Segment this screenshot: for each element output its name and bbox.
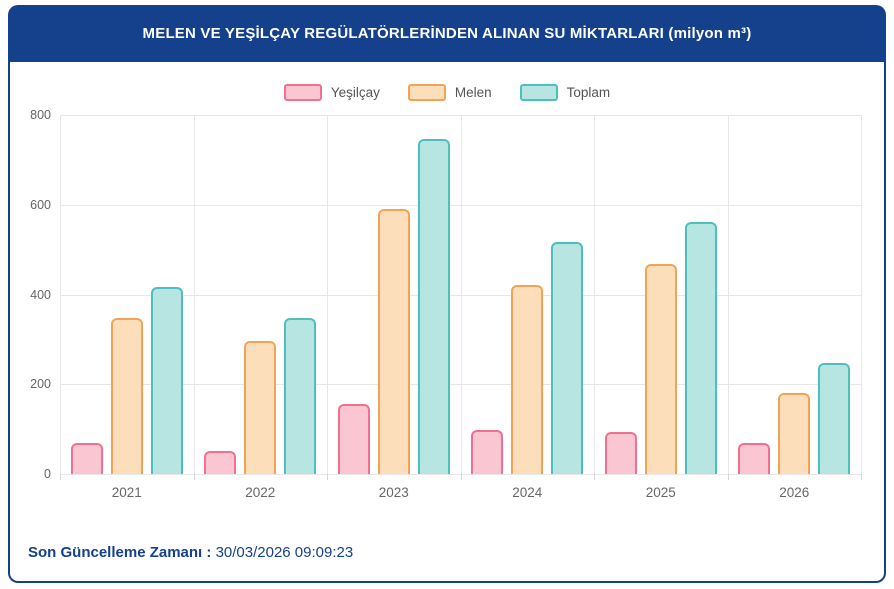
bar-yeşilçay-2021[interactable] (70, 443, 103, 474)
x-axis-label-2024: 2024 (512, 485, 543, 500)
x-axis-label-2023: 2023 (378, 485, 409, 500)
card-header: MELEN VE YEŞİLÇAY REGÜLATÖRLERİNDEN ALIN… (8, 5, 886, 62)
bar-toplam-2025[interactable] (684, 222, 717, 474)
chart-legend: Yeşilçay Melen Toplam (10, 84, 884, 101)
bar-toplam-2022[interactable] (284, 318, 317, 474)
gridline-v-4 (594, 115, 595, 474)
legend-swatch-yesilcay (283, 84, 322, 101)
x-axis-label-2026: 2026 (779, 485, 810, 500)
legend-swatch-toplam (519, 84, 558, 101)
bar-toplam-2023[interactable] (417, 139, 450, 474)
gridline-v-1 (193, 115, 195, 474)
last-update-text: Son Güncelleme Zamanı : 30/03/2026 09:09… (28, 544, 353, 561)
y-axis-label-600: 600 (30, 197, 51, 212)
bar-yeşilçay-2024[interactable] (471, 430, 504, 474)
gridline-v-3 (460, 115, 462, 474)
bar-melen-2022[interactable] (244, 341, 277, 474)
x-axis-tick-5 (727, 474, 729, 480)
bar-melen-2021[interactable] (110, 318, 143, 474)
x-axis-label-2021: 2021 (111, 485, 142, 500)
x-axis-tick-4 (594, 474, 595, 480)
y-axis-label-800: 800 (30, 108, 51, 122)
legend-swatch-melen (407, 84, 446, 101)
bar-melen-2024[interactable] (511, 285, 544, 474)
y-axis-label-200: 200 (30, 377, 51, 392)
last-update-value: 30/03/2026 09:09:23 (215, 544, 354, 561)
gridline-v-2 (327, 115, 328, 474)
card-body: Yeşilçay Melen Toplam 0 200 400 600 800 2021 2… (8, 62, 886, 583)
bar-melen-2023[interactable] (377, 209, 410, 474)
x-axis-label-2025: 2025 (645, 485, 676, 500)
bar-toplam-2021[interactable] (150, 287, 183, 474)
bar-yeşilçay-2026[interactable] (738, 443, 771, 474)
gridline-v-6 (861, 115, 862, 474)
legend-label-melen: Melen (454, 85, 492, 100)
legend-item-melen[interactable]: Melen (407, 84, 492, 101)
x-axis-tick-3 (460, 474, 462, 480)
bar-toplam-2026[interactable] (818, 363, 851, 474)
chart-title: MELEN VE YEŞİLÇAY REGÜLATÖRLERİNDEN ALIN… (142, 25, 752, 42)
bar-yeşilçay-2023[interactable] (337, 404, 370, 474)
bar-yeşilçay-2022[interactable] (204, 451, 237, 474)
legend-label-yesilcay: Yeşilçay (330, 85, 380, 100)
gridline-v-0 (60, 115, 61, 474)
y-axis-label-400: 400 (30, 287, 51, 302)
x-axis-tick-6 (861, 474, 862, 480)
x-axis-tick-2 (327, 474, 328, 480)
last-update-label: Son Güncelleme Zamanı (28, 544, 203, 561)
bar-melen-2026[interactable] (778, 393, 811, 474)
bar-melen-2025[interactable] (644, 264, 677, 474)
legend-label-toplam: Toplam (566, 85, 611, 100)
bar-toplam-2024[interactable] (551, 242, 584, 474)
chart-card: MELEN VE YEŞİLÇAY REGÜLATÖRLERİNDEN ALIN… (8, 5, 886, 583)
x-axis-tick-1 (193, 474, 195, 480)
legend-item-yesilcay[interactable]: Yeşilçay (283, 84, 380, 101)
x-axis-label-2022: 2022 (245, 485, 276, 500)
plot-area: 0 200 400 600 800 2021 2022 2023 2024 2025 2026 (30, 108, 862, 500)
legend-item-toplam[interactable]: Toplam (519, 84, 611, 101)
y-axis-label-0: 0 (44, 467, 51, 481)
bar-yeşilçay-2025[interactable] (604, 432, 637, 474)
gridline-v-5 (727, 115, 729, 474)
last-update-separator: : (202, 544, 216, 561)
x-axis-tick-0 (60, 474, 61, 480)
